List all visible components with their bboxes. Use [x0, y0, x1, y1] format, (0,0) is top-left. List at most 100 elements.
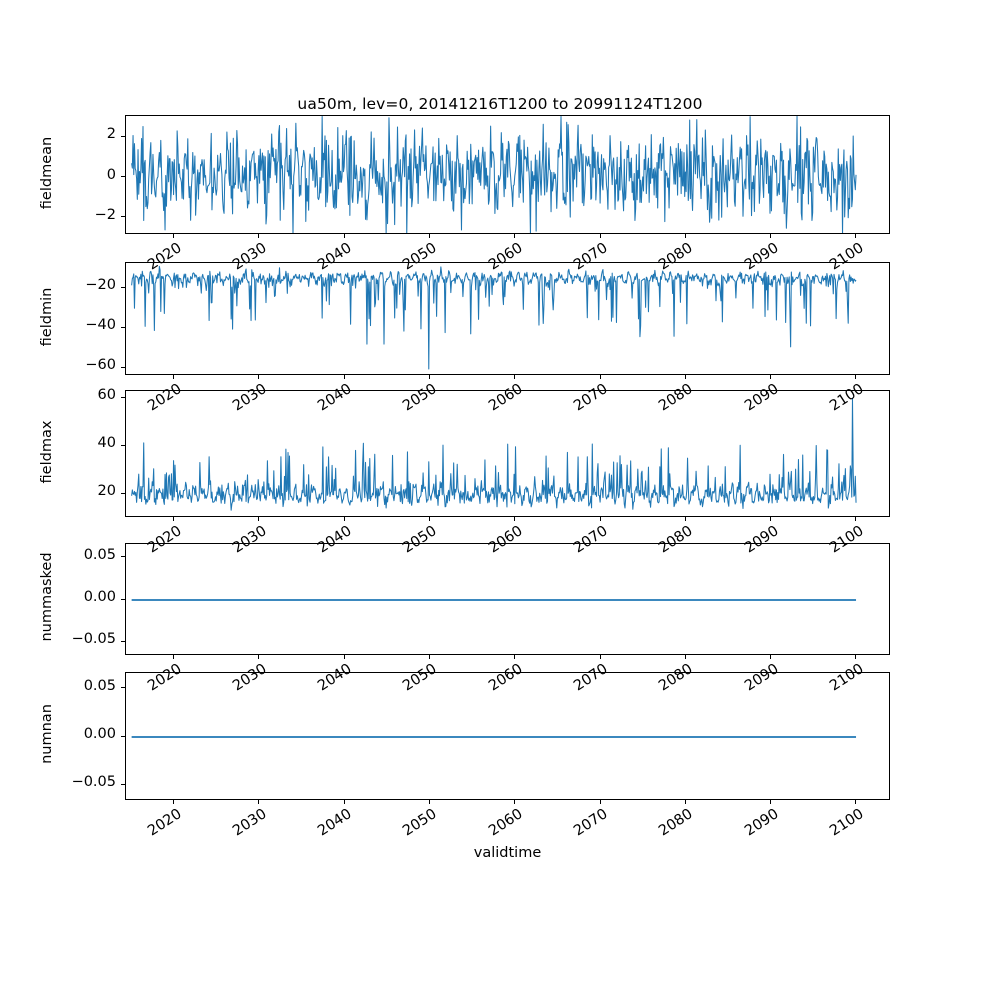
x-tick-mark	[258, 655, 260, 660]
y-tick-label-fieldmax: 20	[97, 483, 116, 500]
x-tick-mark	[173, 234, 175, 239]
data-line-fieldmean	[131, 116, 857, 233]
x-tick-mark	[343, 375, 345, 380]
y-tick-label-fieldmin: −20	[85, 277, 116, 293]
y-tick-label-numnan: 0.05	[83, 677, 116, 694]
x-tick-mark	[770, 800, 772, 805]
x-tick-mark	[343, 234, 345, 239]
x-tick-mark	[514, 234, 516, 239]
x-tick-mark	[428, 800, 431, 805]
y-tick-label-fieldmax: 60	[97, 387, 116, 404]
x-tick-mark	[599, 375, 601, 380]
x-tick-mark	[684, 375, 686, 380]
x-tick-mark	[684, 655, 686, 660]
x-tick-mark	[770, 234, 772, 239]
y-axis-label-fieldmax: fieldmax	[39, 420, 55, 483]
x-tick-mark	[684, 517, 686, 522]
y-tick-label-numnan: −0.05	[71, 774, 116, 791]
y-tick-label-nummasked: 0.00	[83, 589, 116, 605]
x-tick-mark	[428, 517, 431, 522]
x-tick-label: 2060	[485, 806, 526, 840]
subplot-numnan	[125, 672, 890, 800]
x-tick-mark	[514, 375, 516, 380]
y-tick-mark-fieldmean	[120, 216, 125, 218]
x-tick-label: 2090	[741, 806, 782, 840]
y-tick-mark-fieldmax	[120, 492, 125, 494]
x-tick-mark	[514, 517, 516, 522]
y-tick-mark-fieldmin	[120, 286, 125, 288]
x-tick-mark	[684, 234, 686, 239]
y-tick-mark-nummasked	[120, 640, 125, 643]
x-tick-mark	[514, 800, 516, 805]
y-tick-label-fieldmean: 0	[106, 166, 116, 183]
y-tick-label-fieldmean: −2	[94, 206, 116, 223]
x-tick-mark	[855, 655, 857, 660]
y-tick-mark-fieldmax	[120, 444, 125, 446]
x-tick-mark	[428, 234, 431, 239]
y-tick-label-numnan: 0.00	[83, 726, 116, 742]
y-tick-label-fieldmean: 2	[106, 126, 116, 143]
y-tick-mark-fieldmin	[120, 326, 125, 328]
subplot-fieldmin	[125, 262, 890, 375]
data-line-fieldmax	[131, 397, 857, 511]
y-tick-mark-fieldmin	[120, 366, 125, 368]
data-line-fieldmin	[131, 265, 857, 370]
x-tick-mark	[684, 800, 686, 805]
x-tick-label: 2050	[400, 806, 441, 840]
x-tick-mark	[855, 800, 857, 805]
x-tick-mark	[258, 517, 260, 522]
x-tick-mark	[258, 800, 260, 805]
y-tick-label-fieldmin: −60	[85, 357, 116, 373]
x-tick-mark	[343, 517, 345, 522]
x-tick-mark	[173, 517, 175, 522]
subplot-nummasked	[125, 543, 890, 655]
x-tick-mark	[173, 375, 175, 380]
y-tick-mark-fieldmax	[120, 396, 125, 398]
y-tick-mark-fieldmean	[120, 135, 125, 137]
data-line-numnan	[131, 736, 857, 738]
x-tick-mark	[599, 800, 601, 805]
x-tick-label: 2100	[826, 806, 867, 840]
x-tick-mark	[173, 800, 175, 805]
y-tick-mark-numnan	[120, 687, 125, 689]
x-tick-label: 2020	[144, 806, 185, 840]
x-tick-mark	[173, 655, 175, 660]
subplot-fieldmax	[125, 390, 890, 517]
figure-title: ua50m, lev=0, 20141216T1200 to 20991124T…	[297, 95, 703, 113]
subplot-fieldmean	[125, 115, 890, 234]
x-tick-label: 2040	[315, 806, 355, 840]
y-tick-mark-numnan	[120, 735, 125, 737]
y-tick-label-fieldmin: −40	[85, 317, 116, 333]
y-tick-mark-numnan	[120, 783, 125, 786]
x-axis-label: validtime	[473, 845, 542, 861]
y-axis-label-numnan: numnan	[39, 704, 55, 764]
series-path	[131, 265, 857, 370]
y-tick-mark-nummasked	[120, 598, 125, 600]
x-tick-mark	[599, 517, 601, 522]
x-tick-mark	[855, 234, 857, 239]
x-tick-mark	[343, 655, 345, 660]
y-tick-mark-nummasked	[120, 556, 125, 558]
y-tick-label-fieldmax: 40	[97, 435, 116, 452]
x-tick-mark	[428, 375, 431, 380]
x-tick-mark	[770, 375, 772, 380]
x-tick-mark	[855, 375, 857, 380]
x-tick-mark	[343, 800, 345, 805]
x-tick-label: 2070	[571, 806, 611, 840]
x-tick-mark	[770, 517, 772, 522]
data-line-nummasked	[131, 599, 857, 601]
x-tick-mark	[258, 234, 260, 239]
y-tick-mark-fieldmean	[120, 176, 125, 178]
series-path	[131, 397, 857, 511]
x-tick-label: 2080	[656, 806, 697, 840]
x-tick-mark	[599, 234, 601, 239]
y-tick-label-nummasked: −0.05	[71, 631, 116, 648]
series-path	[131, 116, 857, 233]
x-tick-mark	[258, 375, 260, 380]
x-tick-mark	[599, 655, 601, 660]
x-tick-mark	[514, 655, 516, 660]
x-tick-mark	[855, 517, 857, 522]
y-tick-label-nummasked: 0.05	[83, 546, 116, 563]
x-tick-mark	[428, 655, 431, 660]
